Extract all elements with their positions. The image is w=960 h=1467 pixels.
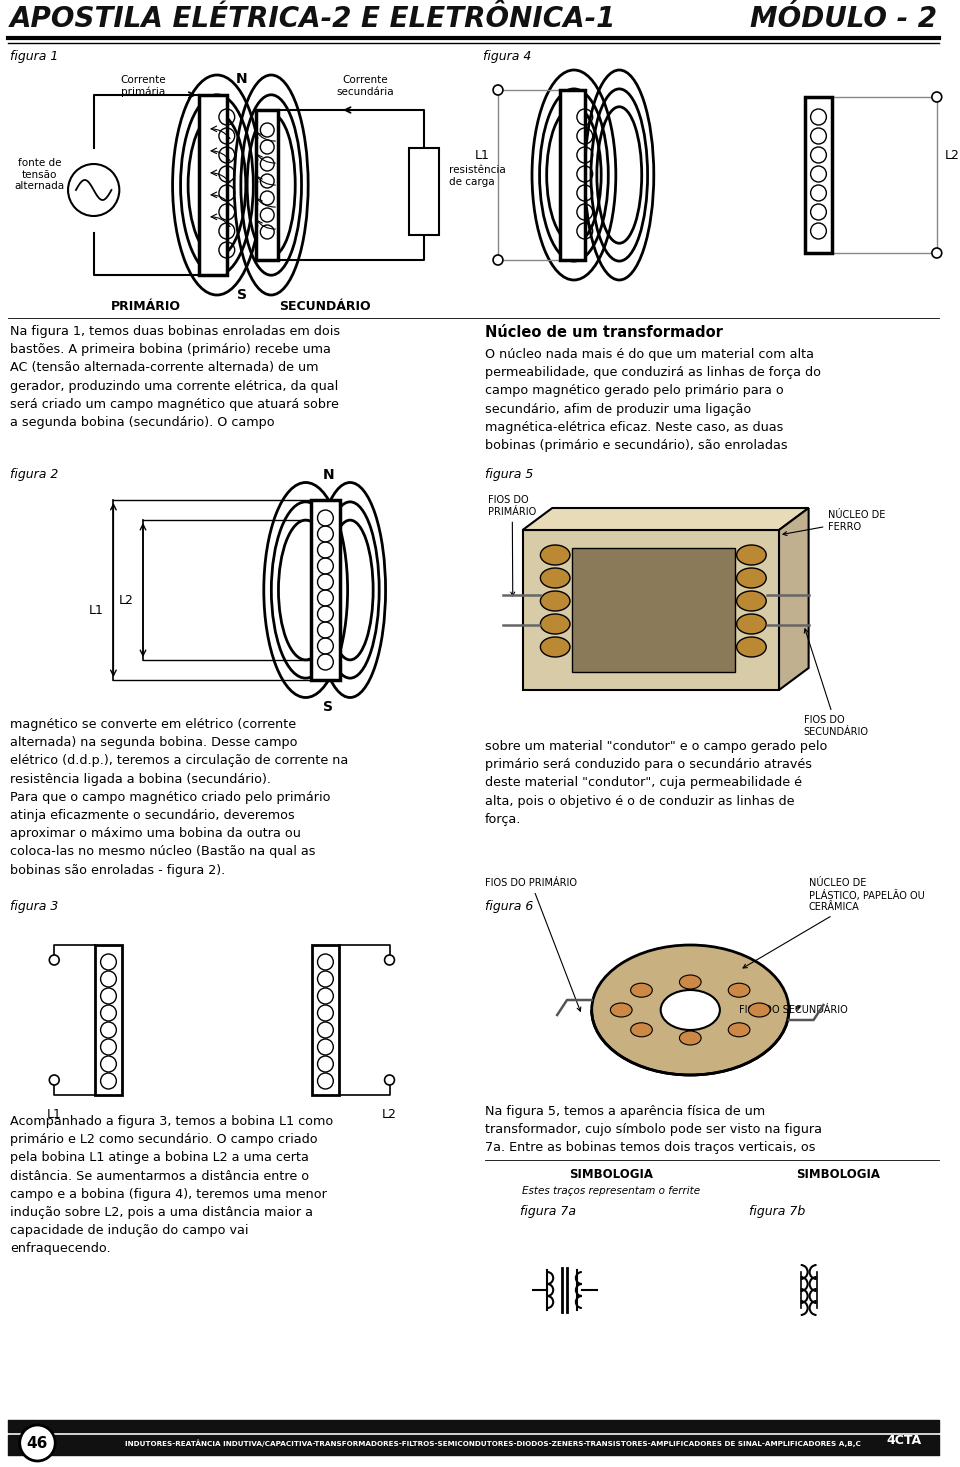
Bar <box>409 148 439 235</box>
Bar <box>560 89 585 260</box>
Text: Corrente
secundária: Corrente secundária <box>336 75 394 97</box>
Ellipse shape <box>591 945 789 1075</box>
Ellipse shape <box>631 983 653 998</box>
Circle shape <box>385 955 395 965</box>
Ellipse shape <box>611 1003 632 1017</box>
Ellipse shape <box>540 546 570 565</box>
Bar <box>199 95 227 274</box>
Text: fonte de
tensão
alternada: fonte de tensão alternada <box>14 158 64 191</box>
Ellipse shape <box>540 591 570 610</box>
Text: SIMBOLOGIA: SIMBOLOGIA <box>796 1168 880 1181</box>
Text: FIOS DO
SECUNDÁRIO: FIOS DO SECUNDÁRIO <box>804 629 869 736</box>
Text: PRIMÁRIO: PRIMÁRIO <box>111 299 180 312</box>
Text: L2: L2 <box>118 594 133 606</box>
Text: L2: L2 <box>382 1108 396 1121</box>
Ellipse shape <box>631 1022 653 1037</box>
Text: Estes traços representam o ferrite: Estes traços representam o ferrite <box>522 1185 701 1196</box>
Bar <box>311 500 340 681</box>
Circle shape <box>20 1424 56 1461</box>
Circle shape <box>932 248 942 258</box>
Bar <box>312 945 339 1094</box>
Ellipse shape <box>680 976 701 989</box>
Text: FIOS DO PRIMÁRIO: FIOS DO PRIMÁRIO <box>485 879 581 1011</box>
Text: APOSTILA ELÉTRICA-2 E ELETRÔNICA-1: APOSTILA ELÉTRICA-2 E ELETRÔNICA-1 <box>10 4 616 32</box>
Text: SIMBOLOGIA: SIMBOLOGIA <box>569 1168 654 1181</box>
Ellipse shape <box>749 1003 770 1017</box>
Ellipse shape <box>680 1031 701 1045</box>
Text: O núcleo nada mais é do que um material com alta
permeabilidade, que conduzirá a: O núcleo nada mais é do que um material … <box>485 348 821 452</box>
Text: figura 5: figura 5 <box>485 468 534 481</box>
Text: Na figura 1, temos duas bobinas enroladas em dois
bastões. A primeira bobina (pr: Na figura 1, temos duas bobinas enrolada… <box>10 326 340 428</box>
Text: figura 1: figura 1 <box>10 50 59 63</box>
Circle shape <box>49 1075 60 1086</box>
Text: L2: L2 <box>945 148 960 161</box>
Text: figura 7b: figura 7b <box>750 1204 805 1218</box>
Text: 46: 46 <box>27 1436 48 1451</box>
Text: sobre um material "condutor" e o campo gerado pelo
primário será conduzido para : sobre um material "condutor" e o campo g… <box>485 739 828 826</box>
Text: figura 6: figura 6 <box>485 899 534 912</box>
Text: FIOS DO SECUNDÁRIO: FIOS DO SECUNDÁRIO <box>739 1005 848 1015</box>
Bar <box>256 110 278 260</box>
Text: figura 3: figura 3 <box>10 899 59 912</box>
Bar <box>804 97 832 252</box>
Text: NÚCLEO DE
PLÁSTICO, PAPELÃO OU
CERÂMICA: NÚCLEO DE PLÁSTICO, PAPELÃO OU CERÂMICA <box>743 879 924 968</box>
Text: N: N <box>323 468 334 483</box>
Text: L1: L1 <box>475 148 491 161</box>
Text: Núcleo de um transformador: Núcleo de um transformador <box>485 326 723 340</box>
Text: S: S <box>236 288 247 302</box>
Text: MÓDULO - 2: MÓDULO - 2 <box>750 4 937 32</box>
Ellipse shape <box>540 615 570 634</box>
Circle shape <box>493 85 503 95</box>
Text: Na figura 5, temos a aparência física de um
transformador, cujo símbolo pode ser: Na figura 5, temos a aparência física de… <box>485 1105 822 1155</box>
Text: figura 2: figura 2 <box>10 468 59 481</box>
Circle shape <box>68 164 119 216</box>
Text: S: S <box>324 700 333 714</box>
Ellipse shape <box>736 568 766 588</box>
Text: 4CTA: 4CTA <box>887 1433 922 1446</box>
Ellipse shape <box>660 990 720 1030</box>
Ellipse shape <box>736 637 766 657</box>
Circle shape <box>49 955 60 965</box>
Text: L1: L1 <box>47 1108 61 1121</box>
Text: NÚCLEO DE
FERRO: NÚCLEO DE FERRO <box>783 511 886 535</box>
Circle shape <box>385 1075 395 1086</box>
Ellipse shape <box>729 983 750 998</box>
Text: Acompanhado a figura 3, temos a bobina L1 como
primário e L2 como secundário. O : Acompanhado a figura 3, temos a bobina L… <box>10 1115 333 1256</box>
Text: FIOS DO
PRIMÁRIO: FIOS DO PRIMÁRIO <box>488 494 537 596</box>
Text: figura 4: figura 4 <box>483 50 532 63</box>
Ellipse shape <box>736 546 766 565</box>
Text: L1: L1 <box>88 603 104 616</box>
Ellipse shape <box>540 568 570 588</box>
Polygon shape <box>522 530 779 689</box>
Polygon shape <box>522 508 808 530</box>
Text: SECUNDÁRIO: SECUNDÁRIO <box>279 299 372 312</box>
Circle shape <box>493 255 503 266</box>
Ellipse shape <box>729 1022 750 1037</box>
Bar <box>95 945 122 1094</box>
Text: N: N <box>236 72 248 87</box>
Text: resistência
de carga: resistência de carga <box>448 164 505 186</box>
Circle shape <box>932 92 942 103</box>
Ellipse shape <box>736 591 766 610</box>
Text: figura 7a: figura 7a <box>519 1204 576 1218</box>
Text: magnético se converte em elétrico (corrente
alternada) na segunda bobina. Desse : magnético se converte em elétrico (corre… <box>10 717 348 877</box>
Polygon shape <box>779 508 808 689</box>
Ellipse shape <box>540 637 570 657</box>
Text: Corrente
primária: Corrente primária <box>120 75 166 97</box>
Ellipse shape <box>736 615 766 634</box>
Text: INDUTORES-REATÂNCIA INDUTIVA/CAPACITIVA-TRANSFORMADORES-FILTROS-SEMICONDUTORES-D: INDUTORES-REATÂNCIA INDUTIVA/CAPACITIVA-… <box>125 1439 861 1446</box>
Polygon shape <box>572 549 734 672</box>
